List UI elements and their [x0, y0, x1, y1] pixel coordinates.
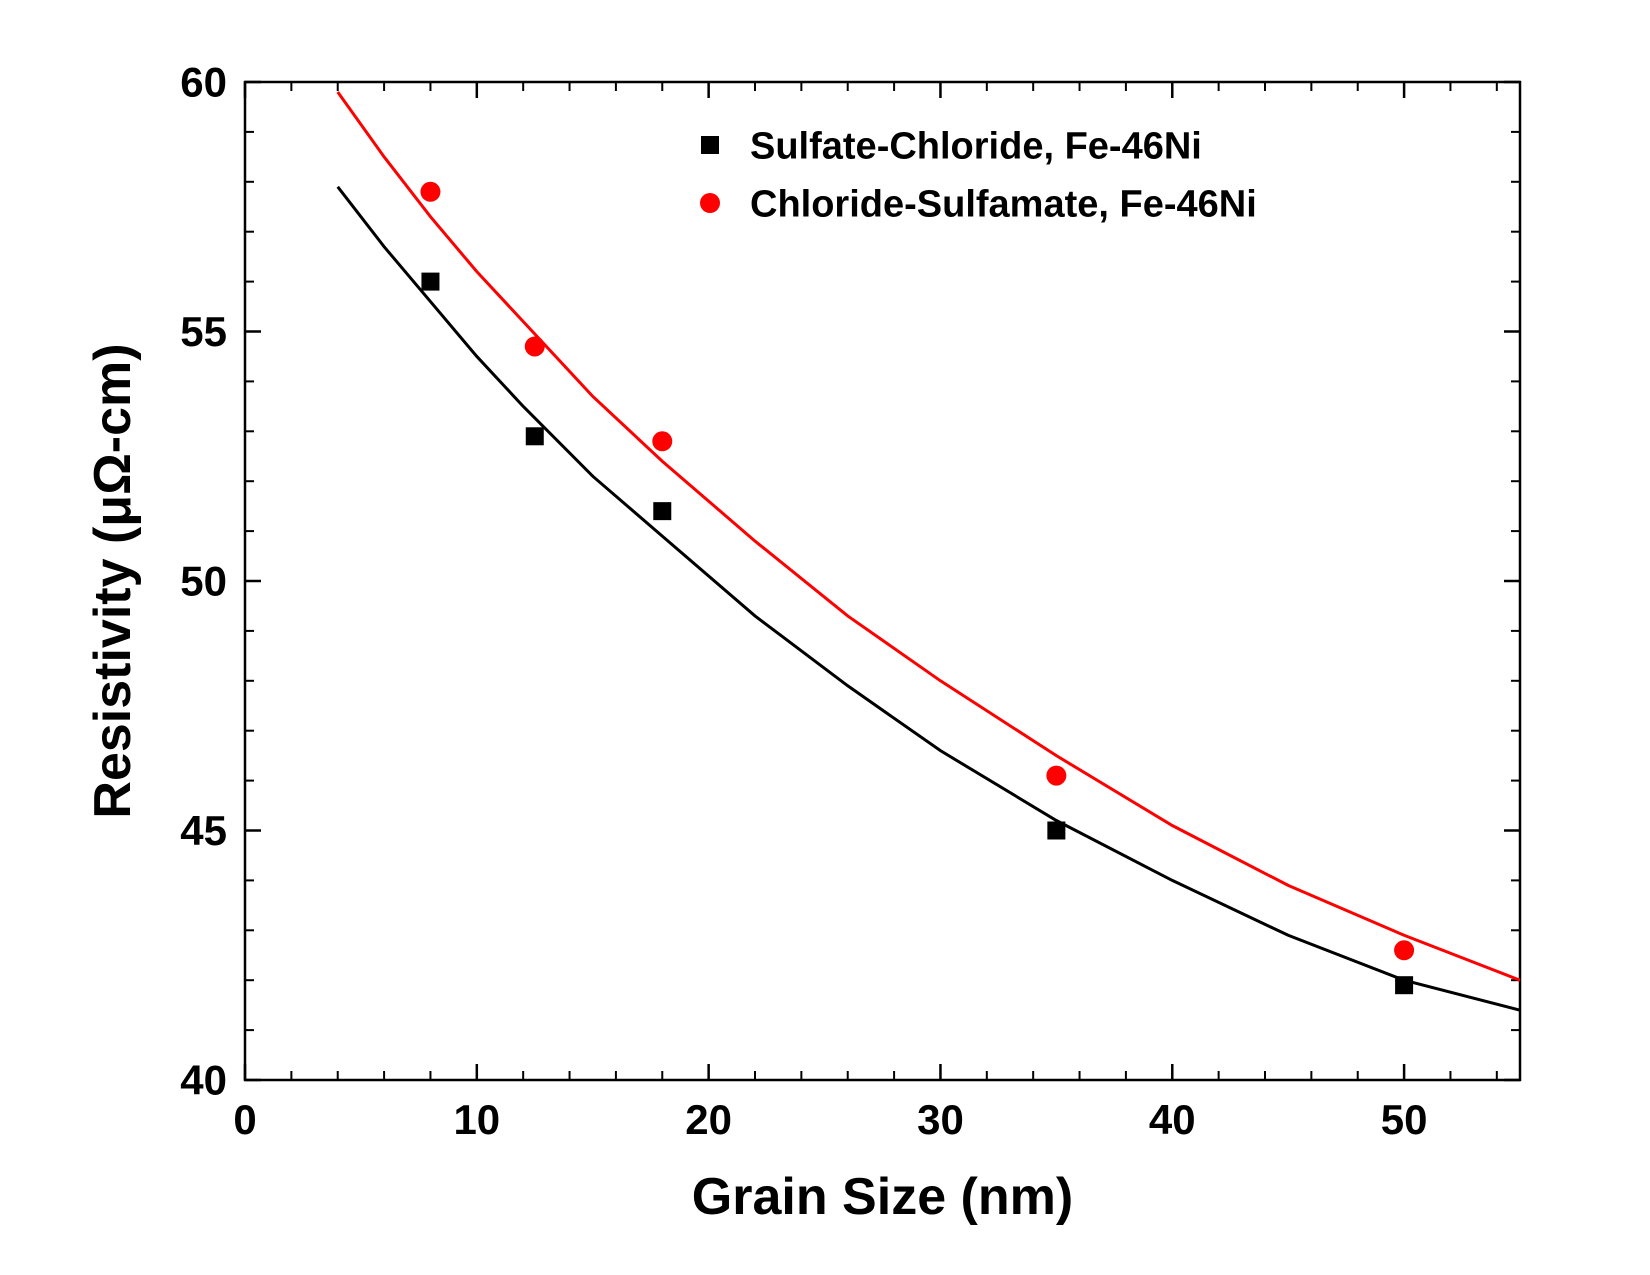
point-chloride_sulfamate [1046, 766, 1066, 786]
x-tick-label: 50 [1381, 1096, 1428, 1143]
point-sulfate_chloride [1047, 822, 1065, 840]
point-chloride_sulfamate [1394, 940, 1414, 960]
point-chloride_sulfamate [652, 431, 672, 451]
point-sulfate_chloride [526, 427, 544, 445]
resistivity-vs-grain-size-chart: 0 10 20 30 40 50 Grain Size (nm) 40 45 50 55 60 Resi… [0, 0, 1650, 1275]
x-axis-title: Grain Size (nm) [692, 1168, 1073, 1226]
point-chloride_sulfamate [525, 336, 545, 356]
x-tick-label: 10 [453, 1096, 500, 1143]
point-chloride_sulfamate [420, 182, 440, 202]
x-tick-label: 40 [1149, 1096, 1196, 1143]
legend-marker-chloride_sulfamate [700, 193, 720, 213]
legend-marker-sulfate_chloride [701, 136, 719, 154]
y-tick-label: 40 [180, 1057, 227, 1104]
y-tick-label: 45 [180, 807, 227, 854]
point-sulfate_chloride [421, 273, 439, 291]
y-tick-label: 50 [180, 558, 227, 605]
point-sulfate_chloride [653, 502, 671, 520]
x-tick-label: 0 [233, 1096, 256, 1143]
x-tick-label: 20 [685, 1096, 732, 1143]
point-sulfate_chloride [1395, 976, 1413, 994]
y-tick-label: 60 [180, 59, 227, 106]
x-tick-label: 30 [917, 1096, 964, 1143]
legend-label-chloride_sulfamate: Chloride-Sulfamate, Fe-46Ni [750, 183, 1257, 225]
y-axis-title: Resistivity (μΩ-cm) [84, 343, 142, 818]
legend-label-sulfate_chloride: Sulfate-Chloride, Fe-46Ni [750, 125, 1202, 167]
y-tick-label: 55 [180, 308, 227, 355]
